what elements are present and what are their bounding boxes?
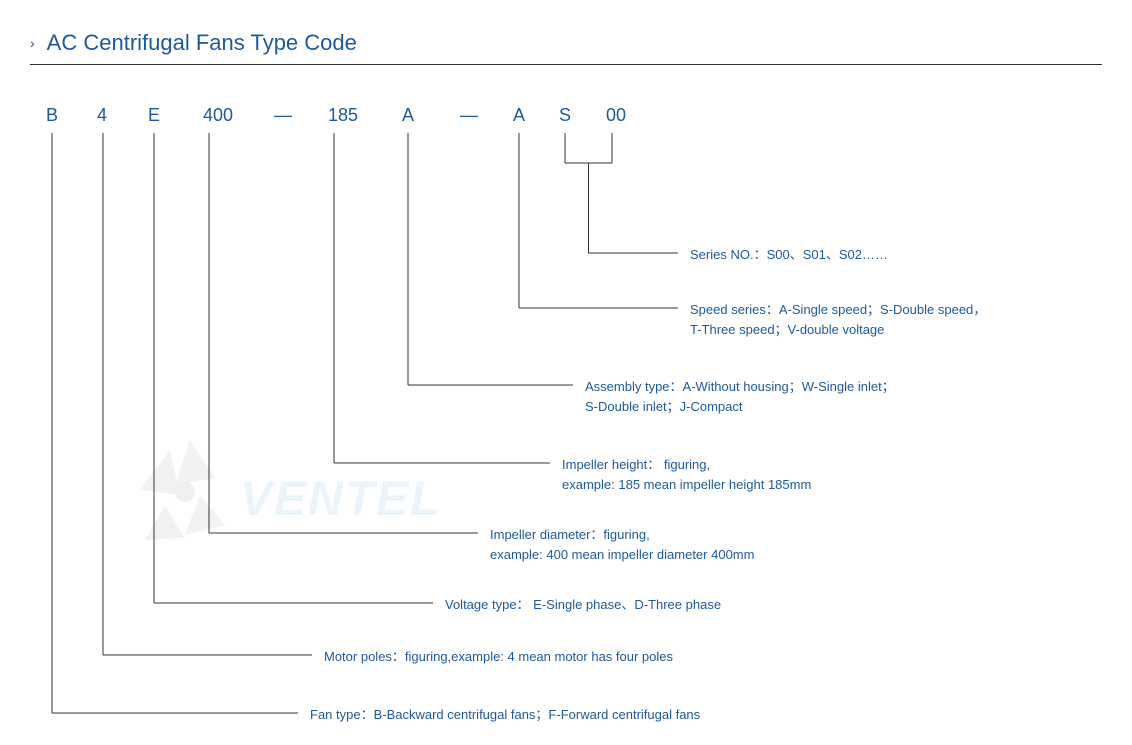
code-segment-0: B [46, 105, 58, 126]
code-segment-7: — [460, 105, 478, 126]
code-row: B 4 E 400 — 185 A — A S 00 [30, 105, 1102, 133]
description-4: Impeller diameter：figuring,example: 400 … [490, 525, 754, 564]
code-segment-5: 185 [328, 105, 358, 126]
description-5: Voltage type： E-Single phase、D-Three pha… [445, 595, 721, 615]
code-segment-3: 400 [203, 105, 233, 126]
code-segment-9: S [559, 105, 571, 126]
header-divider [30, 64, 1102, 65]
code-segment-10: 00 [606, 105, 626, 126]
chevron-icon: › [30, 35, 35, 51]
page-title: AC Centrifugal Fans Type Code [47, 30, 357, 56]
description-1: Speed series：A-Single speed；S-Double spe… [690, 300, 986, 339]
description-3: Impeller height： figuring,example: 185 m… [562, 455, 811, 494]
description-6: Motor poles：figuring,example: 4 mean mot… [324, 647, 673, 667]
code-segment-8: A [513, 105, 525, 126]
code-segment-6: A [402, 105, 414, 126]
description-0: Series NO.：S00、S01、S02…… [690, 245, 888, 265]
header: › AC Centrifugal Fans Type Code [30, 30, 1102, 56]
code-segment-4: — [274, 105, 292, 126]
code-segment-1: 4 [97, 105, 107, 126]
type-code-diagram: B 4 E 400 — 185 A — A S 00 Series NO.：S00、S01、S02…… [30, 105, 1102, 665]
description-2: Assembly type：A-Without housing；W-Single… [585, 377, 895, 416]
code-segment-2: E [148, 105, 160, 126]
description-7: Fan type：B-Backward centrifugal fans；F-F… [310, 705, 700, 725]
